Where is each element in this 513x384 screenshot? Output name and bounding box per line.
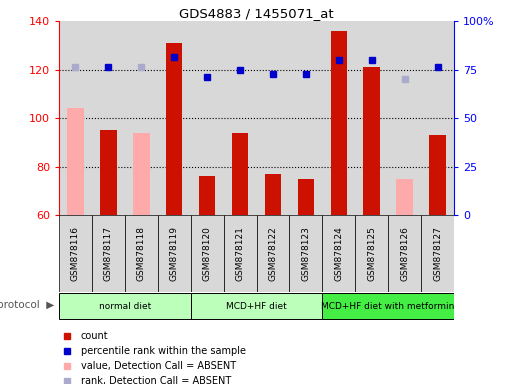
Bar (92, 215, 125, 292)
Bar (388, 21, 421, 215)
Bar (421, 21, 454, 215)
Bar (322, 21, 355, 215)
Bar (166, 43, 183, 215)
Bar (355, 215, 388, 292)
Bar (256, 215, 289, 292)
Bar (158, 215, 191, 292)
Bar (157, 21, 191, 215)
Bar (191, 215, 224, 292)
Bar (232, 132, 248, 215)
Text: GSM878120: GSM878120 (203, 226, 212, 281)
Bar (191, 293, 322, 319)
Bar (397, 179, 413, 215)
Bar (224, 215, 256, 292)
Bar (100, 130, 116, 215)
Bar (429, 135, 446, 215)
Bar (199, 176, 215, 215)
Bar (322, 215, 355, 292)
Bar (322, 293, 454, 319)
Bar (355, 21, 388, 215)
Text: GSM878119: GSM878119 (170, 226, 179, 281)
Bar (289, 215, 322, 292)
Bar (256, 21, 289, 215)
Text: GSM878127: GSM878127 (433, 226, 442, 281)
Text: GSM878122: GSM878122 (268, 226, 278, 281)
Text: normal diet: normal diet (98, 302, 151, 311)
Text: value, Detection Call = ABSENT: value, Detection Call = ABSENT (81, 361, 236, 371)
Text: percentile rank within the sample: percentile rank within the sample (81, 346, 246, 356)
Bar (125, 21, 157, 215)
Text: MCD+HF diet: MCD+HF diet (226, 302, 287, 311)
Bar (133, 132, 149, 215)
Bar (59, 215, 92, 292)
Text: GSM878124: GSM878124 (334, 226, 343, 281)
Bar (59, 293, 191, 319)
Bar (191, 21, 224, 215)
Text: GSM878117: GSM878117 (104, 226, 113, 281)
Bar (421, 215, 454, 292)
Text: MCD+HF diet with metformin: MCD+HF diet with metformin (322, 302, 455, 311)
Text: GSM878123: GSM878123 (301, 226, 310, 281)
Bar (298, 179, 314, 215)
Text: count: count (81, 331, 108, 341)
Bar (67, 108, 84, 215)
Bar (92, 21, 125, 215)
Bar (125, 215, 158, 292)
Text: GSM878121: GSM878121 (235, 226, 245, 281)
Text: GSM878125: GSM878125 (367, 226, 376, 281)
Bar (224, 21, 256, 215)
Text: rank, Detection Call = ABSENT: rank, Detection Call = ABSENT (81, 376, 231, 384)
Bar (364, 67, 380, 215)
Text: GSM878118: GSM878118 (137, 226, 146, 281)
Bar (289, 21, 322, 215)
Bar (388, 215, 421, 292)
Title: GDS4883 / 1455071_at: GDS4883 / 1455071_at (179, 7, 334, 20)
Text: GSM878116: GSM878116 (71, 226, 80, 281)
Text: GSM878126: GSM878126 (400, 226, 409, 281)
Bar (330, 31, 347, 215)
Bar (59, 21, 92, 215)
Text: protocol  ▶: protocol ▶ (0, 300, 54, 310)
Bar (265, 174, 281, 215)
